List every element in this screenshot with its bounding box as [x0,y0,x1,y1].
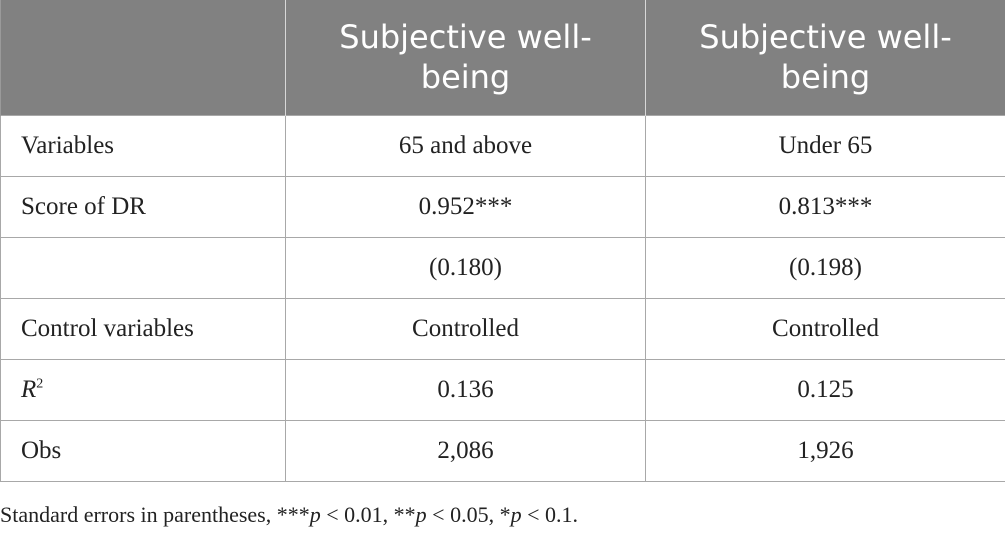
footnote-part: < 0.05, * [426,502,511,527]
footnote-lead: Standard errors in parentheses, *** [0,502,310,527]
row-label: Obs [0,419,286,482]
row-label-r-squared: R2 [0,358,286,421]
table-row: Control variables Controlled Controlled [0,297,1005,360]
cell-value: 0.952*** [285,175,646,238]
row-label: Control variables [0,297,286,360]
footnote-part: < 0.1. [521,502,579,527]
table-row: Variables 65 and above Under 65 [0,114,1005,177]
r-superscript: 2 [36,376,44,392]
cell-value: 0.125 [645,358,1005,421]
table-row: (0.180) (0.198) [0,236,1005,299]
row-label: Score of DR [0,175,286,238]
header-cell-empty [0,0,286,115]
cell-value: Under 65 [645,114,1005,177]
header-cell-under-65-group: Subjective well-being [645,0,1005,115]
footnote-p: p [415,502,427,527]
table-header: Subjective well-being Subjective well-be… [0,0,1005,115]
table-row: Score of DR 0.952*** 0.813*** [0,175,1005,238]
table-row: R2 0.136 0.125 [0,358,1005,421]
footnote-p: p [510,502,522,527]
cell-value: (0.198) [645,236,1005,299]
header-row: Subjective well-being Subjective well-be… [0,0,1005,115]
cell-value: 0.813*** [645,175,1005,238]
cell-value: 65 and above [285,114,646,177]
cell-value: Controlled [285,297,646,360]
results-table: Subjective well-being Subjective well-be… [0,0,1005,482]
footnote-p: p [309,502,321,527]
table-row: Obs 2,086 1,926 [0,419,1005,482]
row-label: Variables [0,114,286,177]
table-footnote: Standard errors in parentheses, ***p < 0… [0,502,578,528]
cell-value: 2,086 [285,419,646,482]
cell-value: 1,926 [645,419,1005,482]
row-label [0,236,286,299]
cell-value: Controlled [645,297,1005,360]
cell-value: (0.180) [285,236,646,299]
header-cell-65-and-above-group: Subjective well-being [285,0,646,115]
cell-value: 0.136 [285,358,646,421]
footnote-part: < 0.01, ** [320,502,416,527]
r-symbol: R [21,375,37,403]
